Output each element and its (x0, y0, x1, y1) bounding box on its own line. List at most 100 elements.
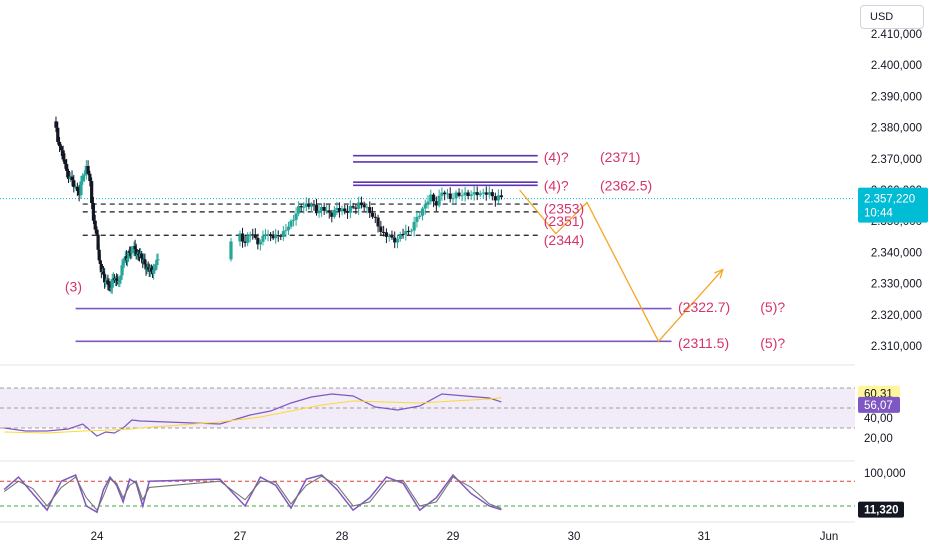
candle-body (499, 195, 503, 198)
x-tick-label: Jun (820, 531, 839, 543)
candle-body (88, 173, 92, 182)
candle-body (68, 176, 72, 179)
candle-body (66, 170, 71, 179)
candle-body (156, 259, 160, 261)
candle-body (466, 192, 470, 196)
candle-body (286, 226, 291, 231)
candle-body (108, 285, 112, 289)
candle-body (72, 180, 76, 188)
candle-body (238, 233, 242, 242)
candle-body (420, 208, 425, 216)
wave-annotation: (2311.5) (678, 335, 729, 351)
candle-body (271, 236, 275, 239)
candle-body (81, 175, 85, 182)
candle-body (457, 192, 461, 196)
candle-body (395, 239, 400, 243)
rsi-y-tick-label: 40,00 (864, 413, 893, 425)
wave-annotation: (5)? (760, 335, 785, 351)
candle-body (376, 217, 380, 227)
candle-body (253, 234, 257, 238)
candle-body (284, 230, 288, 232)
candle-body (75, 186, 79, 192)
wave-annotation: (4)? (544, 177, 569, 193)
candle-body (431, 194, 436, 202)
y-tick-label: 2.370,000 (871, 154, 922, 166)
candle-body (258, 241, 262, 245)
candle-body (57, 141, 62, 147)
candle-body (77, 191, 81, 196)
y-tick-label: 2.310,000 (871, 341, 922, 353)
candle-body (106, 280, 110, 285)
candle-body (404, 230, 408, 235)
candle-body (429, 194, 433, 202)
candle-body (451, 198, 455, 200)
candle-body (65, 164, 69, 171)
candle-body (434, 201, 438, 206)
candle-body (149, 267, 154, 272)
wave-annotation: (2344) (544, 232, 584, 248)
y-tick-label: 2.320,000 (871, 310, 922, 322)
candle-body (481, 192, 485, 194)
candle-body (119, 275, 123, 280)
candle-body (117, 280, 121, 283)
candle-body (266, 234, 270, 236)
candle-body (281, 231, 285, 237)
candle-body (297, 206, 301, 214)
candle-body (131, 250, 135, 252)
stoch-value: 11,320 (864, 505, 899, 517)
candle-body (146, 267, 150, 270)
candle-body (128, 251, 132, 253)
candle-body (382, 231, 386, 233)
currency-button[interactable]: USD (860, 5, 924, 29)
candle-body (368, 207, 372, 213)
candle-body (415, 216, 419, 222)
candle-body (426, 201, 430, 205)
candle-body (407, 230, 411, 232)
candle-body (63, 159, 67, 165)
y-tick-label: 2.340,000 (871, 247, 922, 259)
rsi-series-line (4, 393, 502, 437)
candle-body (121, 262, 125, 266)
candle-body (256, 237, 260, 245)
candle-body (86, 165, 90, 174)
candle-body (314, 205, 319, 214)
candle-body (97, 249, 101, 261)
y-tick-label: 2.410,000 (871, 29, 922, 41)
projection-path (519, 189, 724, 343)
last-price-value: 2.357,220 (864, 194, 915, 206)
stoch-series-line (3, 475, 502, 512)
wave-annotation: (2351) (544, 213, 584, 229)
candle-body (445, 193, 450, 195)
stoch-y-tick-label: 100,000 (864, 468, 906, 480)
candle-body (276, 234, 280, 236)
candle-body (370, 212, 375, 217)
candle-body (103, 274, 107, 283)
candle-body (133, 245, 137, 250)
candle-body (437, 195, 441, 206)
candle-body (152, 269, 156, 274)
candle-body (448, 193, 452, 199)
candle-body (107, 284, 111, 286)
candle-body (387, 235, 391, 237)
candle-body (423, 204, 427, 209)
candle-body (418, 215, 422, 217)
projection-arrowhead (714, 268, 724, 279)
candle-body (261, 235, 265, 242)
candle-body (309, 204, 313, 207)
candle-body (61, 150, 65, 160)
wave-annotation: (2322.7) (678, 299, 730, 315)
candle-body (359, 202, 364, 206)
candle-body (322, 206, 326, 211)
candle-body (130, 251, 134, 254)
x-tick-label: 31 (698, 531, 711, 543)
candle-body (345, 210, 350, 213)
candle-body (335, 207, 339, 210)
candle-body (312, 204, 316, 206)
candle-body (243, 241, 247, 243)
candle-body (330, 212, 334, 217)
candle-body (409, 230, 413, 232)
wave-annotation: (4)? (544, 149, 569, 165)
candle-body (263, 235, 268, 237)
